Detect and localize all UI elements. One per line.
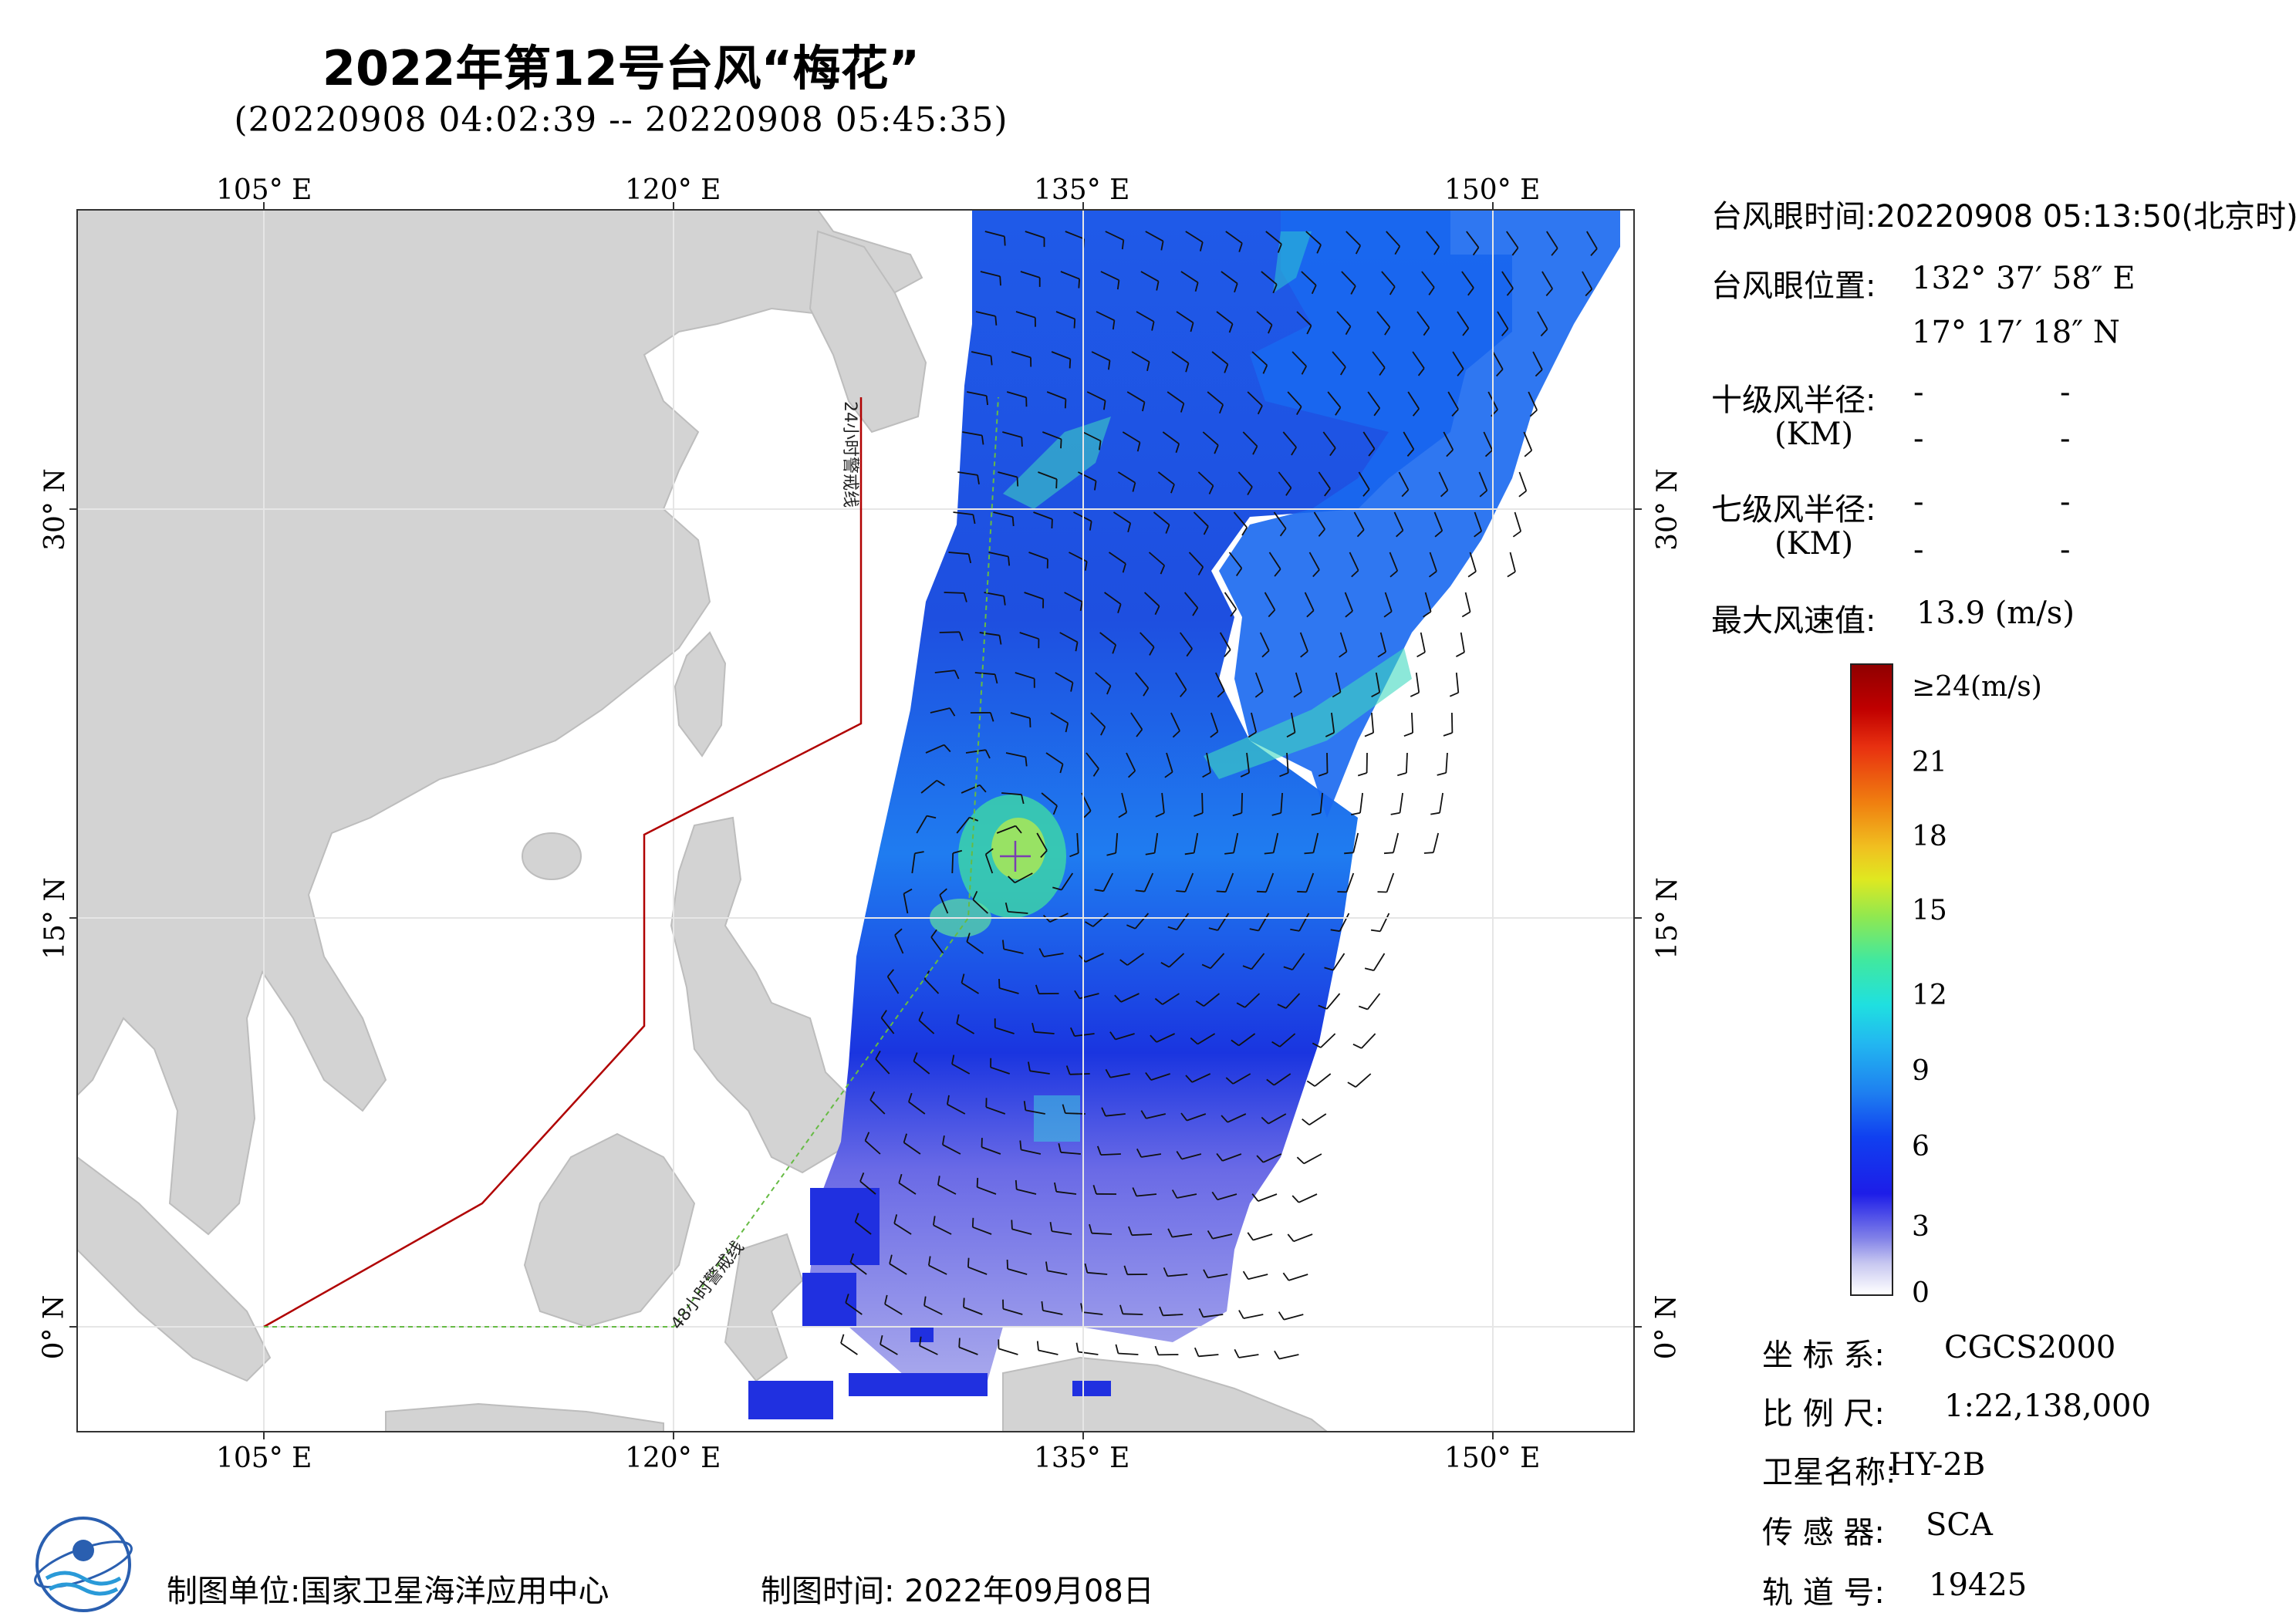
orbit-value: 19425 <box>1929 1567 2028 1603</box>
colorbar-tick-21: 21 <box>1912 747 1947 778</box>
land-sumatra <box>77 1156 272 1382</box>
eye-latitude: 17° 17′ 18″ N <box>1912 315 2120 350</box>
colorbar-tick-3: 3 <box>1912 1211 1930 1243</box>
land-borneo <box>523 1132 696 1328</box>
sensor-value: SCA <box>1926 1507 1993 1543</box>
lat-label-left-0: 0° N <box>38 1294 70 1360</box>
r7-value-3: - <box>1913 532 1924 568</box>
crs-value: CGCS2000 <box>1944 1330 2116 1365</box>
land-asia-mainland <box>77 210 923 1236</box>
nsoas-logo <box>34 1517 133 1612</box>
land-sulawesi <box>724 1233 804 1382</box>
warning-line-48h <box>264 396 999 1328</box>
crs-label: 坐 标 系: <box>1762 1338 1885 1373</box>
lon-label-bottom-135: 135° E <box>1034 1442 1130 1474</box>
eye-time: 台风眼时间:20220908 05:13:50(北京时) <box>1711 199 2296 235</box>
lat-label-right-30: 30° N <box>1651 468 1683 551</box>
colorbar-tick-18: 18 <box>1912 821 1947 852</box>
scale-value: 1:22,138,000 <box>1944 1388 2151 1424</box>
land-java <box>385 1402 664 1432</box>
colorbar-tick-6: 6 <box>1912 1131 1930 1162</box>
r10-value-1: - <box>1913 375 1924 410</box>
wind-speed-colorbar <box>1850 663 1893 1296</box>
r10-unit: (KM) <box>1774 417 1854 452</box>
typhoon-eye-marker <box>1000 841 1031 872</box>
land-taiwan <box>674 631 727 758</box>
map-border <box>76 209 1635 1432</box>
map-title: 2022年第12号台风“梅花” <box>322 40 920 96</box>
warning-line-24h <box>263 397 863 1328</box>
lon-label-bottom-105: 105° E <box>216 1442 312 1474</box>
r7-unit: (KM) <box>1774 526 1854 562</box>
eye-longitude: 132° 37′ 58″ E <box>1912 261 2136 296</box>
colorbar-tick-12: 12 <box>1912 980 1947 1011</box>
r7-value-1: - <box>1913 484 1924 520</box>
eye-position-label: 台风眼位置: <box>1711 268 1876 304</box>
time-range-subtitle: (20220908 04:02:39 -- 20220908 05:45:35) <box>234 100 1008 140</box>
land-hainan <box>522 832 582 880</box>
wind-barbs <box>840 231 1598 1360</box>
r7-label: 七级风半径: <box>1711 492 1876 528</box>
lat-label-left-15: 15° N <box>39 877 71 960</box>
r7-value-2: - <box>2060 484 2071 520</box>
r10-value-2: - <box>2060 375 2071 410</box>
lon-label-top-120: 120° E <box>625 174 721 206</box>
lat-label-right-0: 0° N <box>1650 1294 1683 1360</box>
lon-label-top-150: 150° E <box>1444 174 1541 206</box>
graticule <box>77 210 1634 1432</box>
colorbar-tick-24: ≥24(m/s) <box>1912 671 2042 703</box>
warning-line-24h-label: 24小时警戒线 <box>840 401 859 508</box>
satellite-label: 卫星名称: <box>1762 1455 1896 1490</box>
r10-value-3: - <box>1913 421 1924 457</box>
colorbar-tick-9: 9 <box>1912 1055 1930 1087</box>
max-wind-value: 13.9 (m/s) <box>1916 596 2075 631</box>
lon-label-top-135: 135° E <box>1034 174 1130 206</box>
production-date: 制图时间: 2022年09月08日 <box>761 1574 1154 1609</box>
scale-label: 比 例 尺: <box>1762 1396 1885 1432</box>
colorbar-tick-0: 0 <box>1912 1277 1930 1309</box>
lat-label-right-15: 15° N <box>1651 877 1683 960</box>
wind-swath <box>748 210 1620 1419</box>
satellite-value: HY-2B <box>1889 1447 1986 1483</box>
r10-value-4: - <box>2060 421 2071 457</box>
producer-unit: 制图单位:国家卫星海洋应用中心 <box>167 1574 609 1609</box>
lon-label-bottom-150: 150° E <box>1444 1442 1541 1474</box>
lon-label-top-105: 105° E <box>216 174 312 206</box>
sensor-label: 传 感 器: <box>1762 1515 1885 1550</box>
land-korea <box>809 230 927 434</box>
lon-label-bottom-120: 120° E <box>625 1442 721 1474</box>
colorbar-tick-15: 15 <box>1912 895 1947 926</box>
r7-value-4: - <box>2060 532 2071 568</box>
orbit-label: 轨 道 号: <box>1762 1575 1885 1611</box>
r10-label: 十级风半径: <box>1711 383 1876 418</box>
max-wind-label: 最大风速值: <box>1711 603 1876 639</box>
lat-label-left-30: 30° N <box>39 468 71 551</box>
